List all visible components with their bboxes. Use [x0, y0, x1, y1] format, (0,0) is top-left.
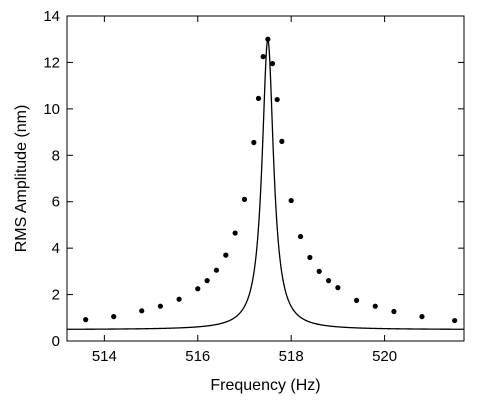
data-point: [213, 267, 220, 273]
y-tick-label: 12: [43, 54, 60, 71]
data-point: [204, 278, 210, 284]
data-point: [223, 252, 229, 258]
data-point: [288, 197, 294, 204]
y-axis-title: RMS Amplitude (nm): [13, 105, 30, 253]
plot-area: [66, 15, 465, 342]
data-point: [307, 254, 313, 261]
data-point: [176, 296, 182, 302]
x-axis-title: Frequency (Hz): [210, 377, 320, 394]
x-tick-label: 518: [279, 348, 304, 365]
data-point: [419, 314, 425, 320]
y-tick-label: 6: [52, 194, 60, 211]
data-point: [265, 36, 271, 42]
data-point: [391, 308, 397, 315]
y-tick-label: 14: [43, 8, 60, 25]
data-point: [195, 286, 201, 292]
y-tick-label: 0: [52, 333, 60, 350]
series-curve: [67, 37, 464, 330]
x-tick-label: 516: [185, 348, 210, 365]
data-point: [325, 278, 332, 284]
data-point: [157, 303, 164, 309]
data-point: [316, 268, 322, 274]
plot-frame: [66, 15, 465, 342]
data-point: [232, 230, 238, 236]
data-point: [111, 314, 117, 320]
series-curve-layer: [67, 37, 464, 330]
data-point: [297, 233, 304, 240]
y-tick-label: 4: [52, 240, 60, 257]
data-point: [335, 285, 341, 291]
y-tick-label: 8: [52, 147, 60, 164]
x-tick-label: 520: [372, 348, 397, 365]
axis-ticks: 514 516 518 520 0 2 4 6 8 10 12 14: [43, 8, 464, 365]
data-point: [255, 95, 262, 102]
data-point: [452, 317, 458, 324]
data-point: [372, 303, 378, 309]
y-tick-label: 10: [43, 101, 60, 118]
data-point: [241, 196, 248, 202]
data-point: [260, 54, 266, 60]
data-point: [83, 317, 89, 323]
data-point: [251, 139, 257, 146]
x-tick-label: 514: [92, 348, 117, 365]
data-point: [279, 138, 285, 144]
data-point: [139, 308, 145, 314]
data-point: [274, 96, 280, 103]
y-tick-label: 2: [52, 287, 60, 304]
data-point: [353, 297, 360, 303]
series-points-layer: [83, 36, 458, 324]
data-point: [269, 60, 276, 67]
